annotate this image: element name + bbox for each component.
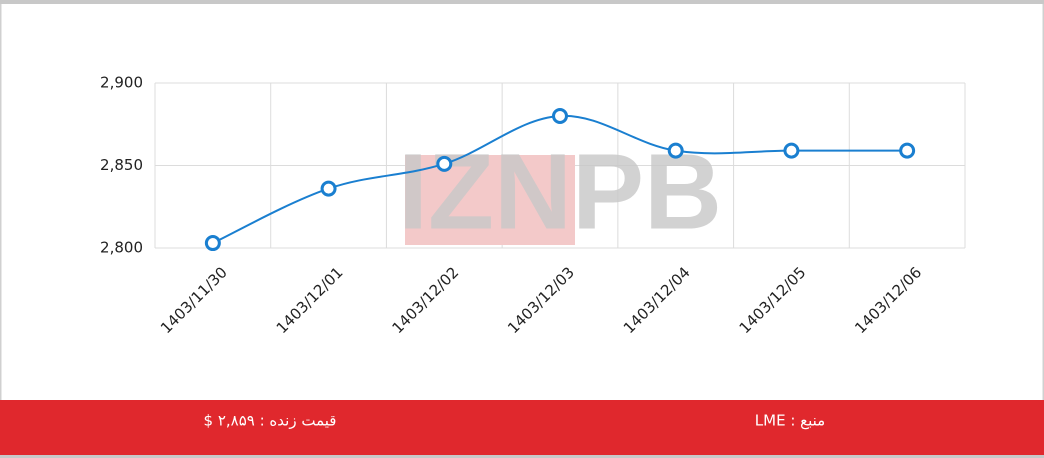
x-tick-label: 1403/12/02 (388, 263, 462, 337)
x-tick-label: 1403/11/30 (157, 263, 231, 337)
point (320, 180, 337, 197)
footer-bar (0, 400, 1044, 455)
x-tick-label: 1403/12/03 (504, 263, 578, 337)
x-tick-label: 1403/12/04 (620, 263, 694, 337)
point (552, 108, 568, 124)
x-tick-label: 1403/12/06 (851, 263, 925, 337)
watermark-band (405, 155, 575, 245)
y-tick-label: 2,900 (100, 74, 143, 92)
y-tick-label: 2,850 (100, 156, 143, 174)
point (667, 142, 684, 159)
source: منبع : LME (755, 412, 825, 430)
point (899, 142, 916, 159)
left-border (0, 4, 2, 400)
point (436, 155, 453, 172)
right-border (1042, 4, 1044, 400)
y-tick-label: 2,800 (100, 239, 143, 257)
x-tick-label: 1403/12/05 (736, 263, 810, 337)
point (204, 235, 221, 252)
bottom-border (0, 455, 1044, 458)
top-border (0, 0, 1044, 4)
point (783, 142, 800, 159)
x-tick-label: 1403/12/01 (273, 263, 347, 337)
live-price: قیمت زنده : ۲,۸۵۹ $ (204, 412, 337, 430)
